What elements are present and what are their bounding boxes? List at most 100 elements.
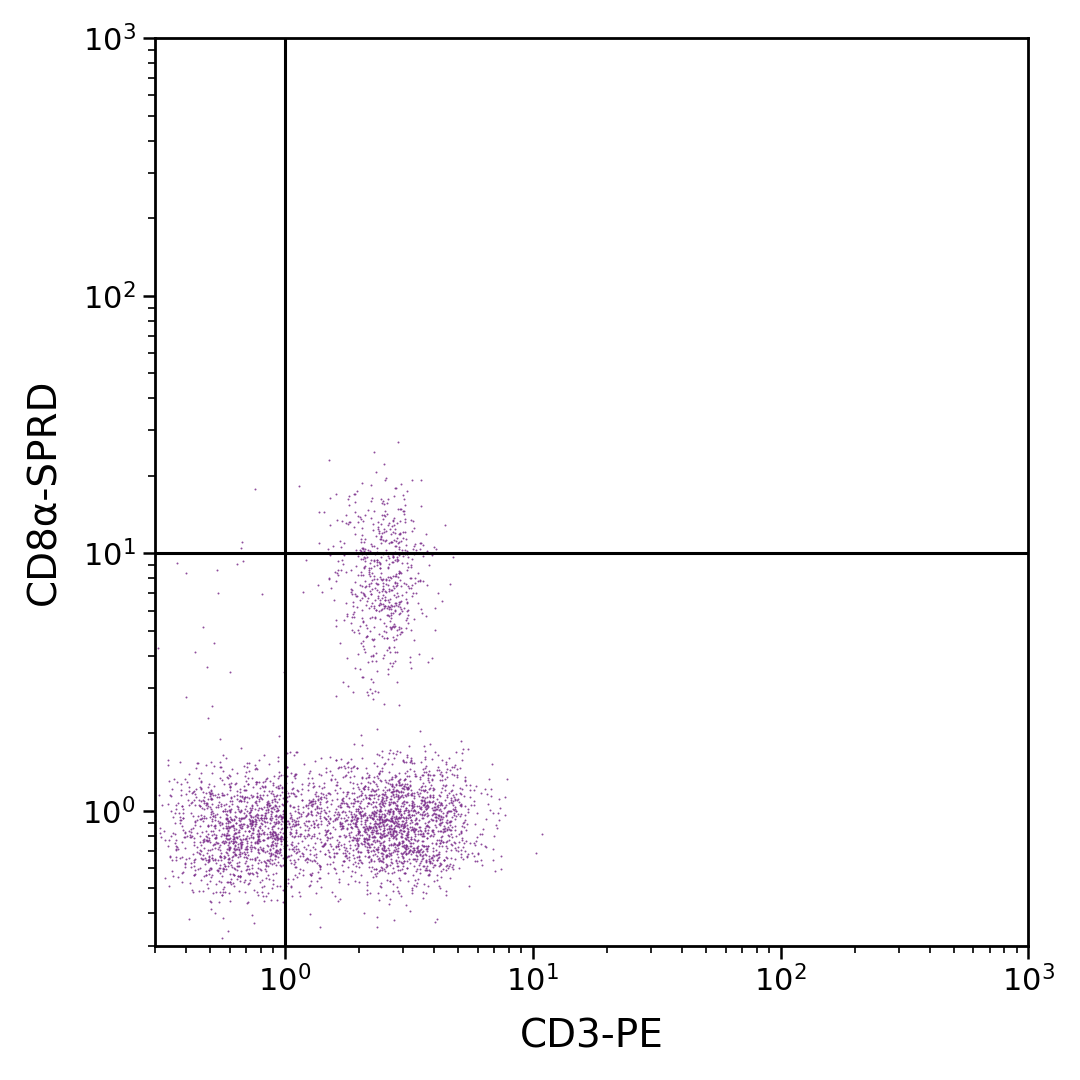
Point [336, 841, 353, 859]
Point [392, 827, 409, 845]
Point [364, 794, 381, 811]
Point [383, 864, 401, 881]
Point [388, 577, 405, 594]
Point [264, 798, 281, 815]
Point [212, 860, 229, 877]
Point [261, 828, 279, 846]
Point [376, 806, 393, 823]
Point [201, 873, 218, 890]
Point [257, 807, 274, 824]
Point [339, 754, 356, 771]
Point [404, 793, 421, 810]
Point [231, 819, 248, 836]
Point [321, 810, 338, 827]
Point [214, 815, 231, 833]
Point [185, 853, 202, 870]
Point [351, 592, 368, 609]
Point [238, 807, 255, 824]
Point [227, 828, 244, 846]
Point [403, 786, 420, 804]
Point [419, 877, 436, 894]
Point [200, 879, 217, 896]
Point [327, 864, 345, 881]
Point [405, 540, 422, 557]
Point [394, 487, 411, 504]
Point [249, 831, 267, 848]
Point [150, 786, 167, 804]
Point [227, 825, 244, 842]
Point [269, 799, 286, 816]
Point [397, 837, 415, 854]
Point [407, 852, 424, 869]
Point [289, 783, 307, 800]
Point [194, 882, 212, 900]
Point [390, 500, 407, 517]
Point [419, 767, 436, 784]
Point [351, 848, 368, 865]
Point [378, 859, 395, 876]
Point [397, 840, 415, 858]
Point [386, 820, 403, 837]
Point [377, 531, 394, 549]
Point [482, 801, 499, 819]
Point [368, 841, 386, 859]
Point [243, 812, 260, 829]
Point [187, 759, 204, 777]
Point [372, 527, 389, 544]
Point [229, 854, 246, 872]
Point [342, 819, 360, 836]
Point [243, 860, 260, 877]
Point [418, 885, 435, 902]
Point [387, 603, 404, 620]
Point [372, 530, 389, 548]
Point [328, 832, 346, 849]
Point [421, 735, 438, 753]
Point [430, 808, 447, 825]
Point [380, 804, 397, 821]
Point [282, 851, 299, 868]
Point [161, 786, 178, 804]
Point [360, 831, 377, 848]
Point [272, 831, 289, 848]
Point [400, 832, 417, 849]
Point [272, 777, 289, 794]
Point [378, 846, 395, 863]
Point [246, 813, 264, 831]
Point [186, 783, 203, 800]
Point [297, 829, 314, 847]
Point [269, 752, 286, 769]
Point [266, 847, 283, 864]
Point [380, 864, 397, 881]
Point [394, 820, 411, 837]
Point [267, 792, 284, 809]
Point [230, 858, 247, 875]
Point [187, 850, 204, 867]
Point [341, 828, 359, 846]
Point [339, 783, 356, 800]
Point [465, 782, 483, 799]
Point [260, 794, 278, 811]
Point [244, 815, 261, 833]
Point [411, 841, 429, 859]
Point [244, 809, 261, 826]
Point [383, 783, 401, 800]
Point [321, 762, 338, 780]
Point [269, 786, 286, 804]
Point [274, 831, 292, 848]
Point [387, 782, 404, 799]
Point [372, 762, 389, 780]
Point [264, 824, 281, 841]
Point [411, 854, 429, 872]
Point [220, 841, 238, 859]
Point [210, 863, 227, 880]
Point [147, 845, 164, 862]
Point [393, 835, 410, 852]
Point [376, 811, 393, 828]
Point [365, 786, 382, 804]
Point [204, 808, 221, 825]
Point [384, 875, 402, 892]
Point [386, 516, 403, 534]
Point [311, 858, 328, 875]
Point [213, 887, 230, 904]
Point [195, 800, 213, 818]
